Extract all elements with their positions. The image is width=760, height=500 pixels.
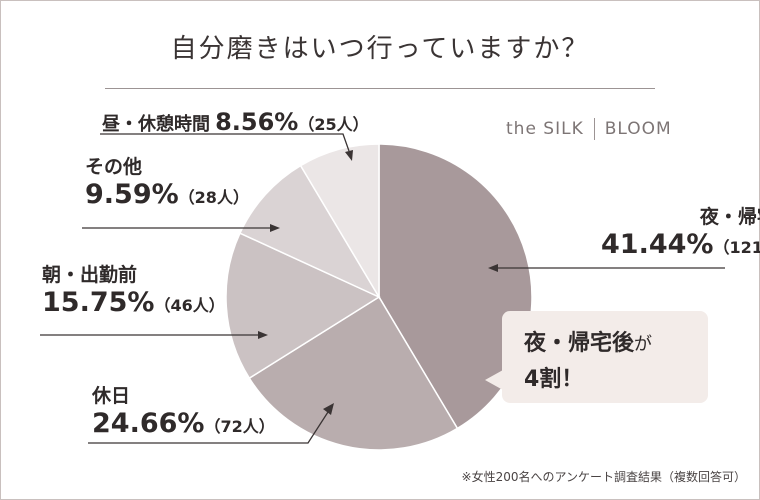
callout-line2: 4割！ [524,367,584,392]
brand-separator [593,118,595,140]
leader-arrow-holiday [323,403,334,415]
label-night-percent: 41.44% [601,229,714,260]
leader-arrow-other [270,224,280,232]
label-morning: 朝・出勤前 15.75%（46人） [42,260,225,318]
label-lunch-percent: 8.56% [215,108,299,136]
pie-slice-night [378,143,533,430]
label-lunch-name: 昼・休憩時間 [102,114,210,135]
callout-particle: が [634,334,653,355]
label-holiday-count: （72人） [204,417,275,436]
brand-right: BLOOM [604,119,672,139]
leader-arrow-night [488,264,498,272]
label-lunch: 昼・休憩時間 8.56%（25人） [102,108,369,136]
label-morning-name: 朝・出勤前 [42,264,138,286]
label-other-count: （28人） [178,188,249,207]
label-holiday: 休日 24.66%（72人） [92,381,275,439]
chart-title: 自分磨きはいつ行っていますか？ [170,34,590,64]
label-night-count: （121人） [713,238,760,257]
pie-slice-lunch [299,143,380,300]
leader-line-lunch [100,133,350,152]
label-other: その他 9.59%（28人） [85,152,249,210]
label-other-name: その他 [85,156,143,178]
pie-slice-other [238,164,381,299]
leader-line-holiday [88,411,329,444]
leader-lines [40,133,725,444]
label-morning-percent: 15.75% [42,287,155,318]
callout-line1: 夜・帰宅後 [524,331,635,356]
leader-arrow-morning [258,331,268,339]
label-morning-count: （46人） [154,296,225,315]
label-night-name: 夜・帰宅後 [699,206,760,228]
title-underline [105,88,655,89]
label-night: 夜・帰宅後 41.44%（121人） [601,202,760,260]
label-other-percent: 9.59% [85,179,179,210]
pie-slices [225,143,533,451]
callout-pointer [485,370,503,390]
survey-footnote: ※女性200名へのアンケート調査結果（複数回答可） [461,470,746,484]
pie-slice-holiday [248,295,459,451]
highlight-callout: 夜・帰宅後が 4割！ [502,311,708,403]
brand-left: the SILK [506,119,584,139]
label-holiday-name: 休日 [92,385,131,407]
leader-arrow-lunch [345,150,353,161]
pie-slice-morning [225,232,381,380]
brand-logo: the SILK BLOOM [506,118,672,140]
label-holiday-percent: 24.66% [92,408,205,439]
label-lunch-count: （25人） [298,115,369,134]
